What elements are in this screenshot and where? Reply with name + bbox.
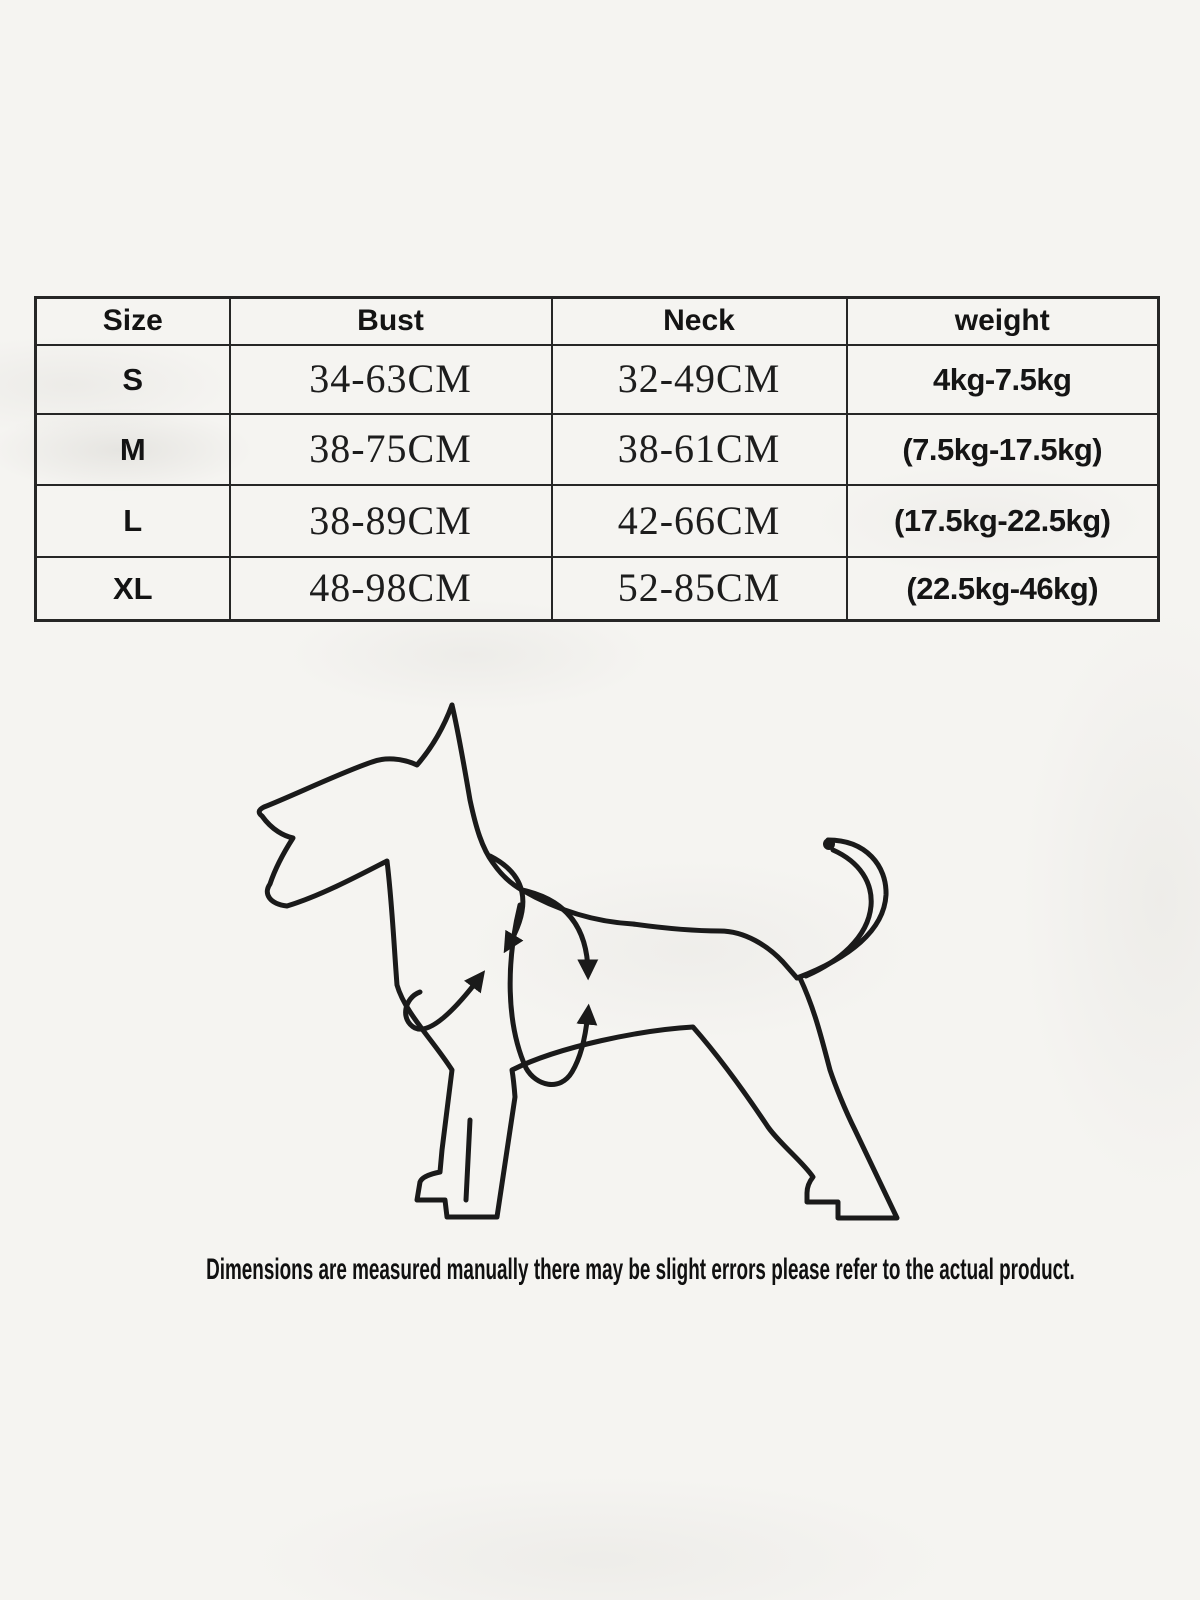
- table-row-xl: XL 48-98CM 52-85CM (22.5kg-46kg): [34, 555, 1160, 622]
- cell-size: M: [34, 412, 231, 486]
- column-header-bust: Bust: [228, 296, 553, 346]
- cell-neck: 32-49CM: [550, 343, 848, 415]
- dog-outline: [256, 702, 900, 1221]
- chest-measure-arrows: [507, 887, 599, 1087]
- cell-weight: (22.5kg-46kg): [845, 555, 1160, 622]
- measurement-note-text: Dimensions are measured manually there m…: [205, 1253, 1075, 1286]
- cell-weight: (17.5kg-22.5kg): [845, 483, 1160, 558]
- neck-measure-arrows: [403, 853, 526, 1032]
- column-header-weight: weight: [845, 296, 1160, 346]
- cell-bust: 38-89CM: [228, 483, 553, 558]
- cell-size: L: [34, 483, 231, 558]
- cell-bust: 48-98CM: [228, 555, 553, 622]
- cell-size: S: [34, 343, 231, 415]
- dog-measurement-diagram: [256, 702, 900, 1221]
- measurement-note: Dimensions are measured manually there m…: [0, 1252, 1200, 1288]
- table-row-s: S 34-63CM 32-49CM 4kg-7.5kg: [34, 343, 1160, 415]
- table-row-m: M 38-75CM 38-61CM (7.5kg-17.5kg): [34, 412, 1160, 486]
- table-row-l: L 38-89CM 42-66CM (17.5kg-22.5kg): [34, 483, 1160, 558]
- size-chart-table: Size Bust Neck weight S 34-63CM 32-49CM …: [34, 296, 1160, 622]
- cell-weight: (7.5kg-17.5kg): [845, 412, 1160, 486]
- cell-size: XL: [34, 555, 231, 622]
- cell-neck: 38-61CM: [550, 412, 848, 486]
- column-header-neck: Neck: [550, 296, 848, 346]
- cell-bust: 34-63CM: [228, 343, 553, 415]
- table-header-row: Size Bust Neck weight: [34, 296, 1160, 346]
- cell-weight: 4kg-7.5kg: [845, 343, 1160, 415]
- cell-bust: 38-75CM: [228, 412, 553, 486]
- cell-neck: 42-66CM: [550, 483, 848, 558]
- cell-neck: 52-85CM: [550, 555, 848, 622]
- column-header-size: Size: [34, 296, 231, 346]
